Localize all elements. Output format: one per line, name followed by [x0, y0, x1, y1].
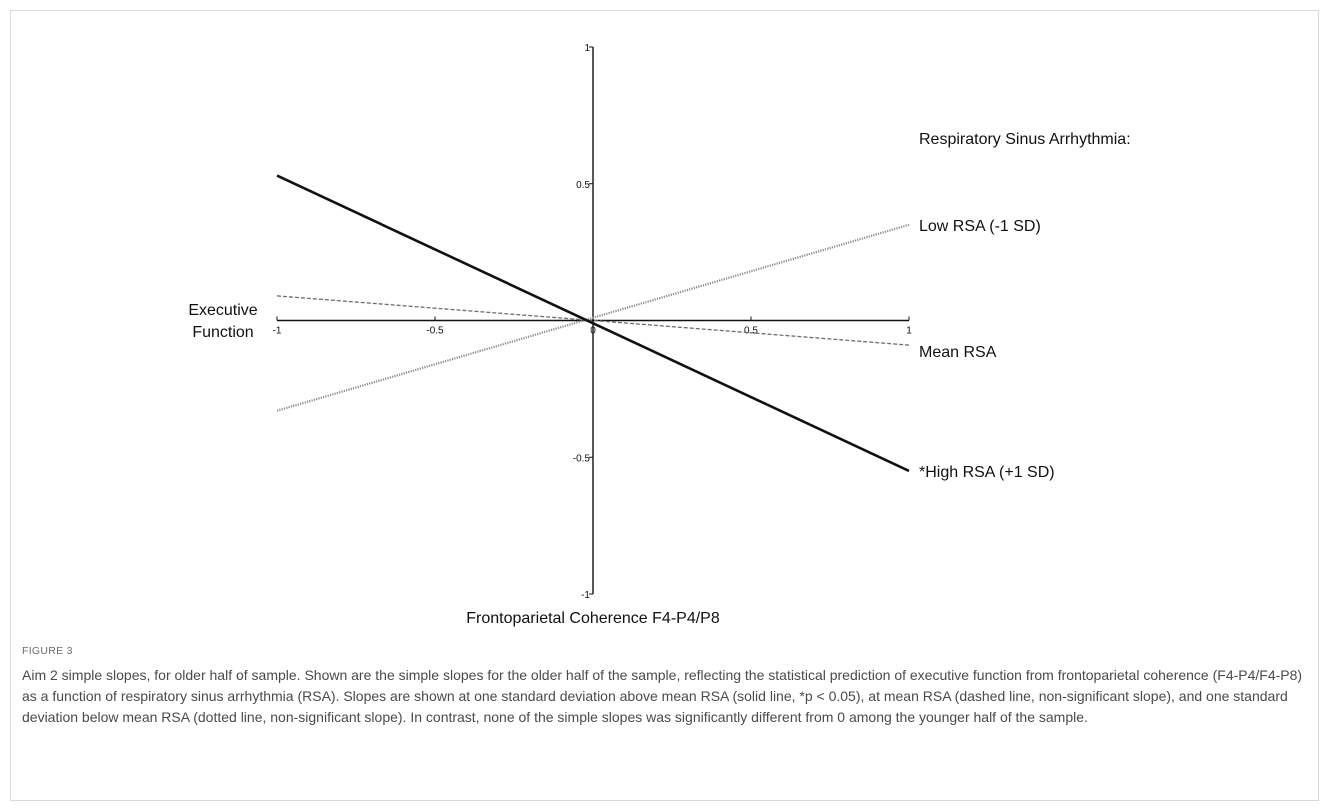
series-line [276, 295, 910, 346]
figure-caption: FIGURE 3 Aim 2 simple slopes, for older … [22, 645, 1312, 728]
axes: -1 -0.5 0 0.5 1 1 0.5 -0.5 -1 [273, 43, 913, 601]
y-tick-label: 1 [584, 43, 590, 54]
figure-frame [10, 10, 1319, 801]
series-layer [276, 174, 910, 473]
x-tick-label: 0.5 [744, 326, 758, 337]
series-line [276, 223, 910, 412]
y-axis-label: Executive Function [188, 302, 257, 341]
x-tick-label: 0 [590, 326, 596, 337]
legend-title: Respiratory Sinus Arrhythmia: [919, 131, 1131, 148]
legend-label: Mean RSA [919, 344, 997, 361]
x-tick-label: 1 [906, 326, 912, 337]
x-tick-label: -1 [273, 326, 282, 337]
y-tick-label: -1 [581, 590, 590, 601]
legend-label: Low RSA (-1 SD) [919, 218, 1041, 235]
y-tick-label: 0.5 [576, 180, 590, 191]
x-axis-label: Frontoparietal Coherence F4-P4/P8 [466, 610, 720, 627]
caption-text: Aim 2 simple slopes, for older half of s… [22, 667, 1303, 725]
x-tick-label: -0.5 [426, 326, 444, 337]
y-tick-label: -0.5 [573, 453, 591, 464]
y-axis-label-line: Executive [188, 302, 257, 319]
simple-slopes-chart: -1 -0.5 0 0.5 1 1 0.5 -0.5 -1 Executive Function F… [188, 43, 1130, 627]
figure-label: FIGURE 3 [22, 645, 73, 657]
series-line [276, 174, 910, 473]
labels: Executive Function Frontoparietal Coherenc… [188, 131, 1130, 627]
y-axis-label-line: Function [192, 324, 253, 341]
legend-label: *High RSA (+1 SD) [919, 464, 1055, 481]
